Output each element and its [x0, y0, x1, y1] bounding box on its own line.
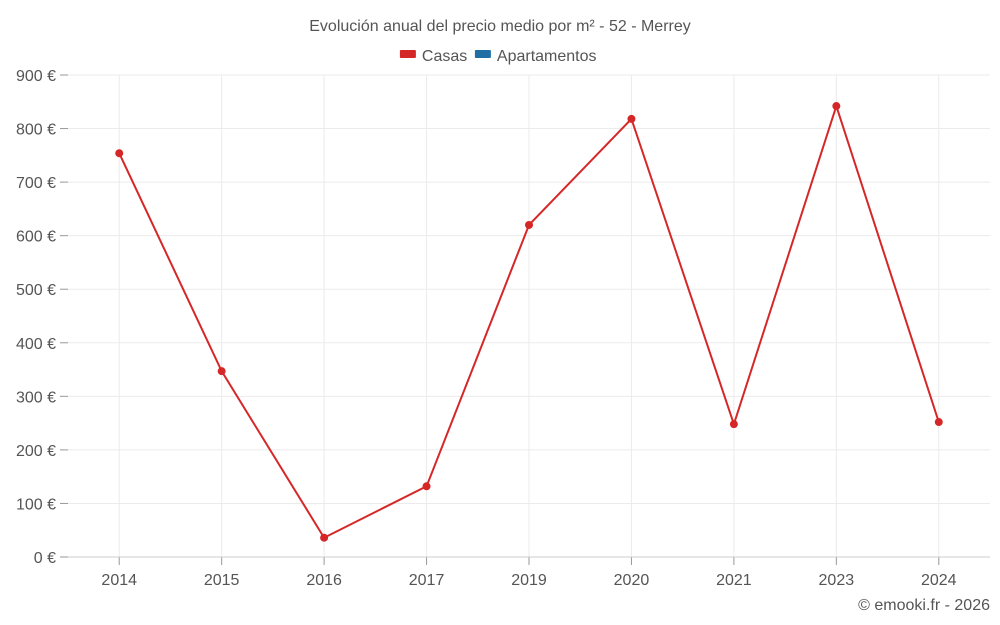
- legend-swatch: [399, 50, 416, 58]
- x-tick-label: 2023: [819, 572, 855, 589]
- x-tick-label: 2015: [204, 572, 240, 589]
- x-tick-label: 2020: [614, 572, 650, 589]
- y-tick-label: 900 €: [16, 68, 56, 85]
- grid: [68, 74, 990, 557]
- x-tick-label: 2016: [306, 572, 342, 589]
- legend: Casas Apartamentos: [399, 48, 597, 65]
- y-tick-label: 600 €: [16, 229, 56, 246]
- y-tick-label: 700 €: [16, 175, 56, 192]
- data-point[interactable]: [525, 220, 533, 229]
- x-tick-label: 2014: [101, 572, 137, 589]
- x-tick-label: 2024: [921, 572, 957, 589]
- legend-item-casas[interactable]: Casas: [399, 48, 467, 65]
- data-point[interactable]: [934, 418, 943, 427]
- chart-title: Evolución anual del precio medio por m² …: [309, 18, 691, 35]
- x-tick-label: 2017: [409, 572, 445, 589]
- data-point[interactable]: [422, 482, 431, 491]
- credit-text: © emooki.fr - 2026: [858, 597, 990, 614]
- y-tick-label: 200 €: [16, 443, 56, 460]
- data-point[interactable]: [320, 533, 329, 542]
- x-tick-label: 2019: [511, 572, 547, 589]
- legend-label: Casas: [422, 48, 467, 65]
- y-tick-label: 100 €: [16, 496, 56, 513]
- series-group: [115, 102, 943, 542]
- y-tick-label: 0 €: [34, 550, 56, 567]
- legend-item-apartamentos[interactable]: Apartamentos: [474, 48, 597, 65]
- y-tick-label: 500 €: [16, 282, 56, 299]
- data-point[interactable]: [217, 367, 226, 376]
- y-tick-label: 800 €: [16, 122, 56, 139]
- legend-swatch: [474, 50, 491, 58]
- y-tick-label: 300 €: [16, 389, 56, 406]
- data-point[interactable]: [115, 149, 124, 158]
- data-point[interactable]: [729, 420, 738, 429]
- data-point[interactable]: [832, 102, 841, 111]
- legend-label: Apartamentos: [497, 48, 597, 65]
- x-tick-label: 2021: [716, 572, 752, 589]
- y-axis: 0 € 100 € 200 € 300 € 400 € 500 € 600 € 700 € 80…: [16, 68, 68, 567]
- x-axis: 2014 2015 2016 2017 2019 2020 2021 2023 2024: [68, 556, 990, 589]
- data-point[interactable]: [627, 114, 636, 123]
- y-tick-label: 400 €: [16, 336, 56, 353]
